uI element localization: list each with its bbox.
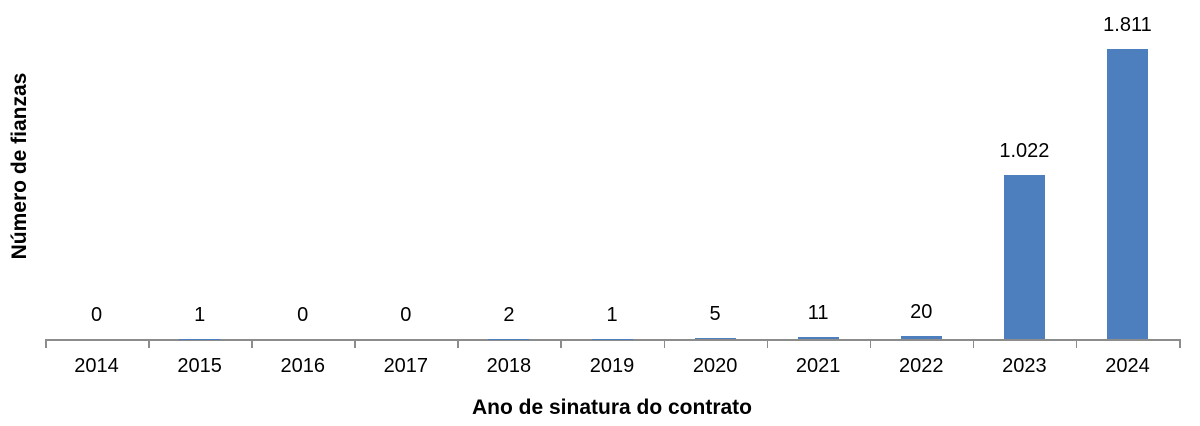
x-tick-label: 2017 — [383, 355, 429, 377]
x-axis-tick — [1075, 339, 1078, 348]
x-tick-label: 2021 — [795, 355, 841, 377]
x-axis-tick — [251, 339, 253, 348]
x-tick-label: 2018 — [486, 355, 532, 377]
x-axis-tick — [45, 339, 47, 348]
x-axis-tick — [869, 339, 872, 348]
x-axis-title: Ano de sinatura do contrato — [471, 396, 753, 419]
x-tick-label: 2019 — [589, 355, 635, 377]
x-axis-tick — [560, 339, 562, 348]
bar — [694, 338, 736, 339]
bar-value-label: 1 — [606, 303, 618, 326]
x-tick-label: 2020 — [692, 355, 738, 377]
x-tick-label: 2022 — [899, 355, 944, 377]
bar-value-label: 5 — [709, 303, 721, 326]
x-axis-tick — [457, 339, 459, 348]
bar-value-label: 1.022 — [999, 140, 1050, 163]
x-tick-label: 2014 — [74, 355, 119, 377]
bar-value-label: 1.811 — [1103, 14, 1152, 36]
x-axis-line — [45, 339, 1181, 341]
x-axis-tick — [972, 339, 975, 348]
x-axis-tick — [663, 339, 666, 348]
y-axis-title: Número de fianzas — [8, 72, 31, 260]
x-axis-tick — [354, 339, 356, 348]
bar — [1106, 49, 1148, 339]
x-tick-label: 2016 — [280, 355, 325, 377]
x-axis-tick — [766, 339, 769, 348]
x-tick-label: 2015 — [177, 355, 222, 377]
bar-value-label: 20 — [910, 300, 933, 323]
x-axis-tick — [148, 339, 150, 348]
bar — [900, 335, 942, 339]
x-tick-label: 2023 — [1002, 355, 1047, 377]
x-axis-tick — [1179, 339, 1181, 348]
bar-value-label: 2 — [503, 303, 515, 326]
x-tick-label: 2024 — [1105, 355, 1150, 377]
bar-value-label: 0 — [297, 304, 309, 326]
bar-value-label: 11 — [807, 302, 829, 325]
bar-value-label: 0 — [90, 304, 103, 326]
bar-value-label: 0 — [400, 304, 412, 326]
bar-value-label: 1 — [194, 303, 206, 326]
bar — [1003, 175, 1045, 339]
bar — [797, 337, 839, 339]
